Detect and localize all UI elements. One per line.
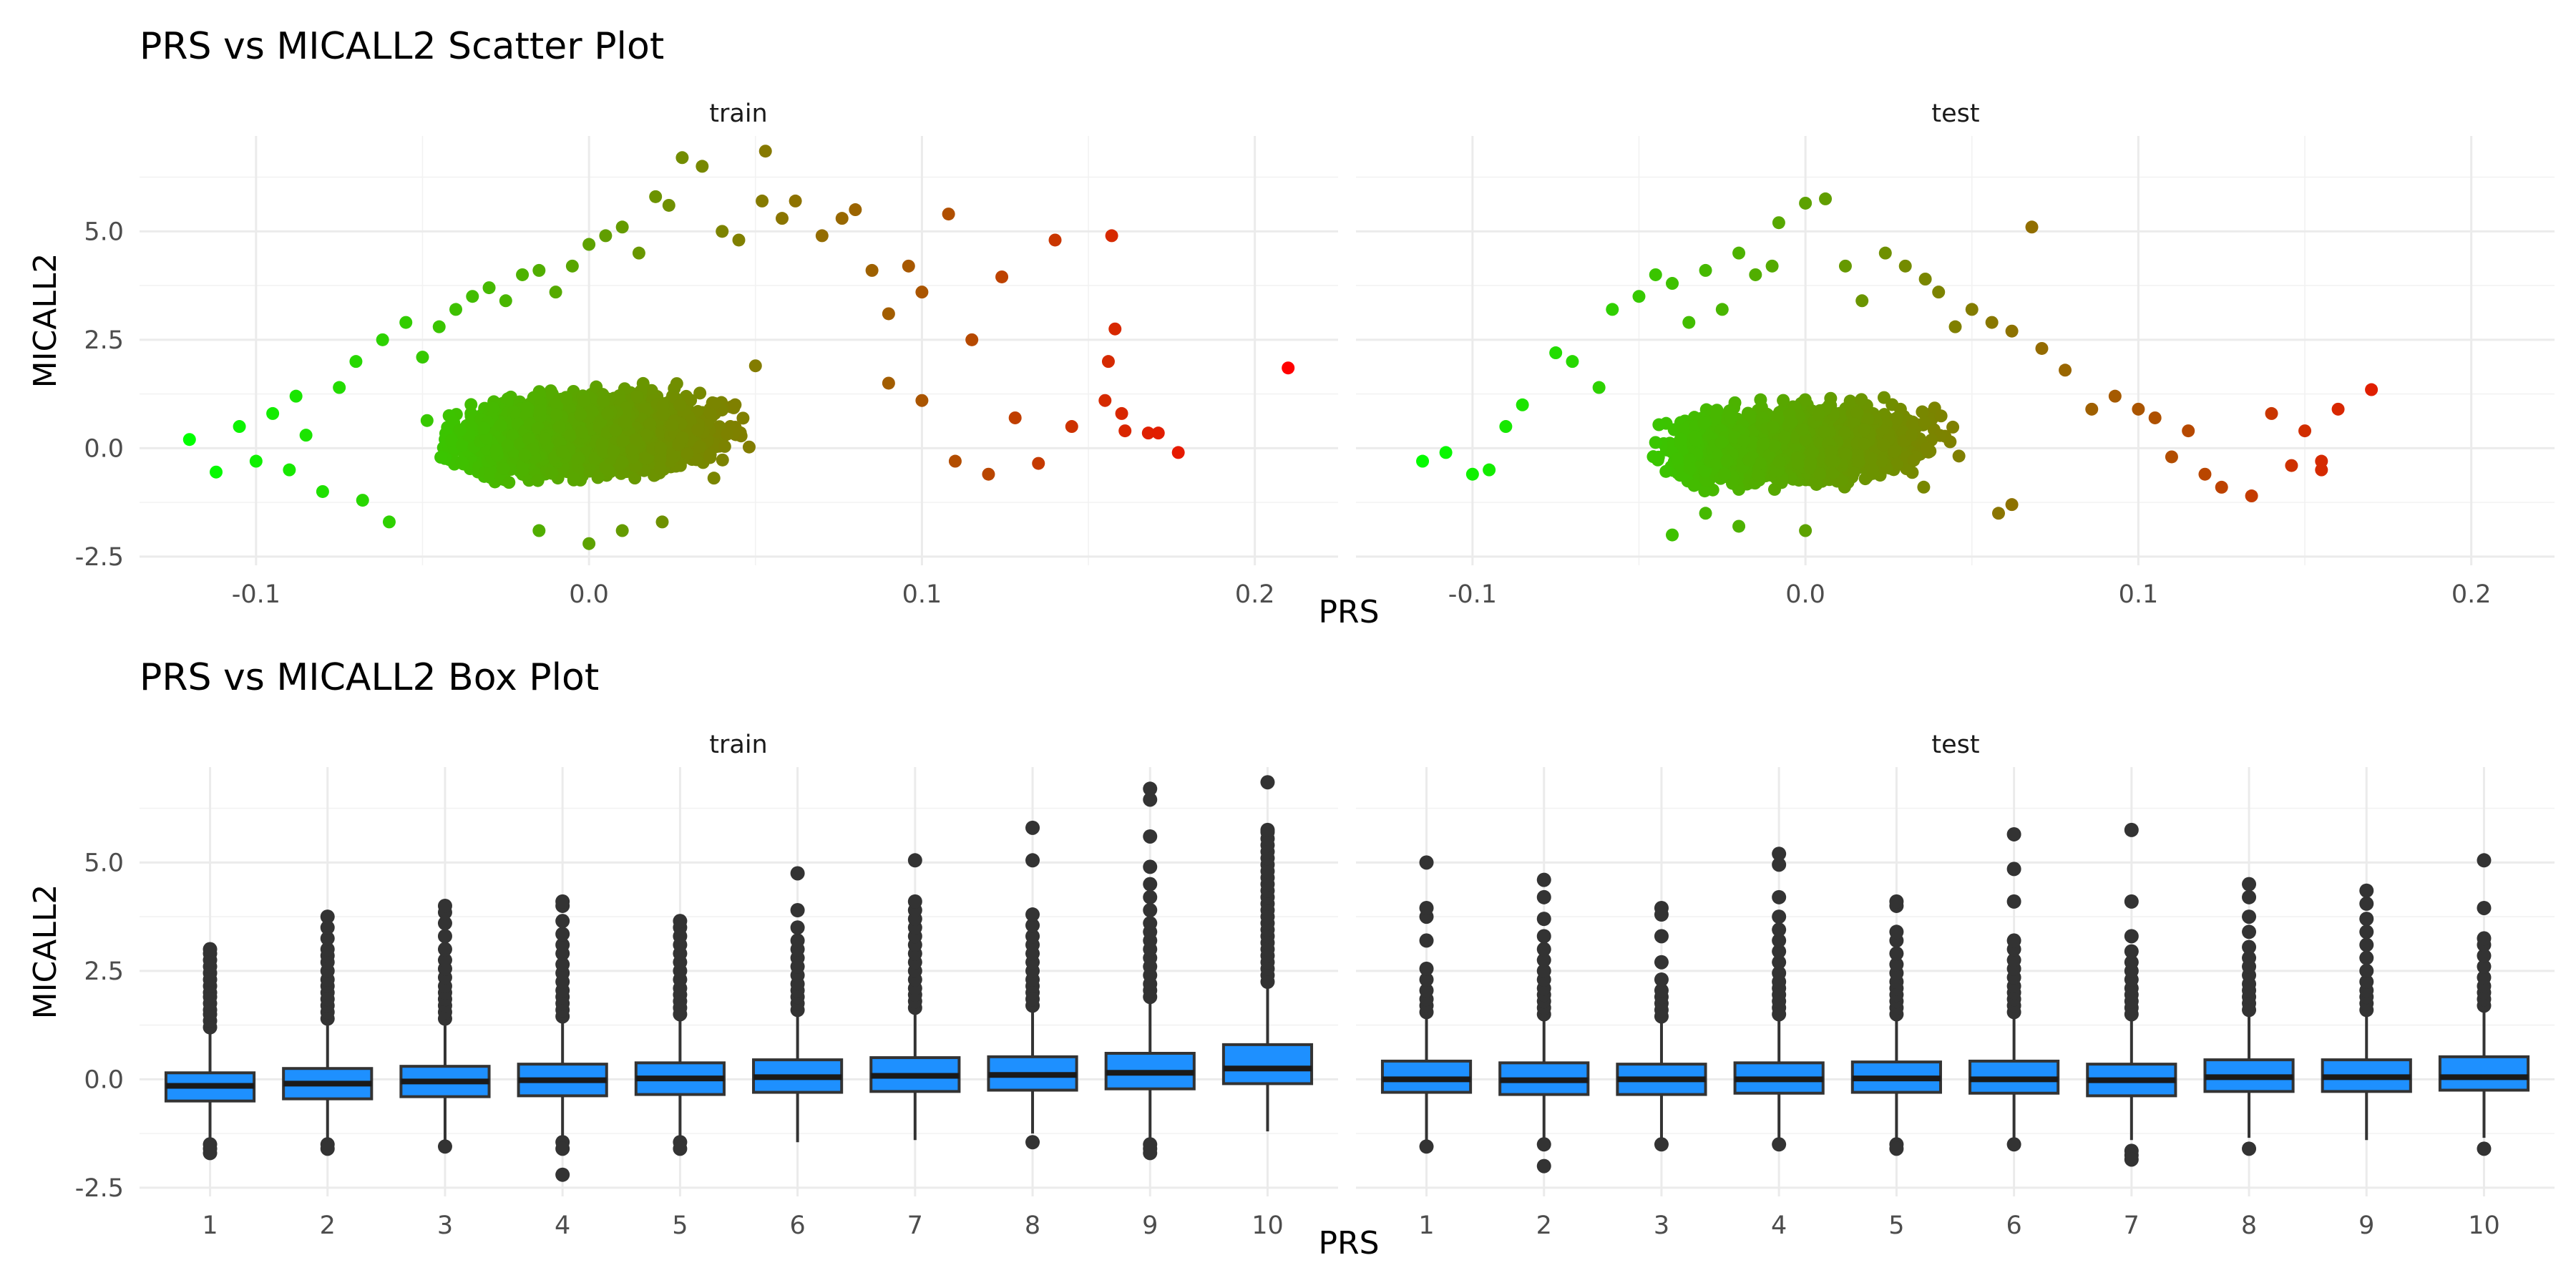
scatter-point — [684, 394, 698, 407]
scatter-point — [456, 439, 469, 452]
scatter-y-tick-label: 2.5 — [84, 326, 124, 355]
scatter-point — [693, 440, 706, 454]
scatter-x-tick-label: 0.2 — [1235, 580, 1275, 609]
scatter-point — [716, 453, 729, 467]
scatter-y-tick-label: 0.0 — [84, 434, 124, 463]
scatter-point — [736, 411, 750, 425]
scatter-y-axis-label: MICALL2 — [27, 253, 64, 389]
scatter-point — [645, 384, 658, 397]
scatter-strip-test: test — [1931, 99, 1979, 128]
scatter-panel-train: -0.1 0.0 0.1 0.2 -2.5 0.0 2.5 5.0 — [75, 136, 1338, 609]
scatter-point — [636, 376, 650, 390]
scatter-point — [707, 472, 721, 485]
scatter-point — [742, 440, 756, 454]
scatter-x-tick-label: -0.1 — [232, 580, 280, 609]
scatter-point — [630, 390, 644, 404]
scatter-point — [703, 448, 717, 462]
scatter-strip-train: train — [709, 99, 767, 128]
scatter-point — [728, 398, 742, 411]
scatter-point — [693, 386, 707, 400]
scatter-y-tick-label: 5.0 — [84, 218, 124, 246]
scatter-point — [670, 377, 683, 391]
scatter-section: PRS vs MICALL2 Scatter Plot MICALL2 PRS … — [27, 25, 2555, 630]
scatter-title: PRS vs MICALL2 Scatter Plot — [140, 25, 664, 68]
scatter-point — [444, 434, 458, 447]
scatter-point — [501, 392, 514, 406]
scatter-y-tick-label: -2.5 — [75, 543, 124, 572]
scatter-x-tick-label: 0.0 — [569, 580, 609, 609]
scatter-x-axis-label: PRS — [1318, 594, 1379, 630]
scatter-point — [455, 456, 469, 469]
scatter-point — [721, 427, 734, 441]
scatter-point — [420, 414, 434, 427]
scatter-x-tick-label: 0.1 — [902, 580, 942, 609]
scatter-point — [718, 439, 731, 453]
scatter-point — [531, 474, 545, 487]
scatter-point — [434, 451, 448, 464]
scatter-point — [544, 466, 557, 479]
scatter-point — [673, 399, 687, 412]
scatter-point — [464, 398, 478, 411]
